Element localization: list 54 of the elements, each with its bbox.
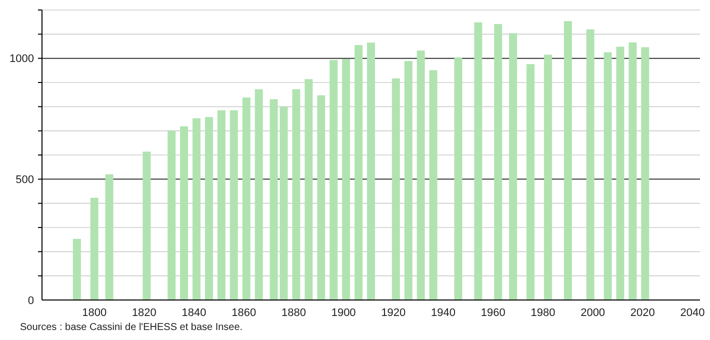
bar: [72, 238, 81, 300]
bar: [628, 42, 637, 300]
bar: [105, 174, 114, 300]
bar: [180, 126, 188, 300]
x-tick-label: 1800: [82, 307, 107, 319]
bar: [416, 50, 425, 300]
bar: [168, 130, 176, 300]
bar: [454, 57, 462, 300]
bar: [494, 24, 502, 300]
y-tick-label: 0: [28, 294, 34, 307]
bar: [586, 29, 594, 300]
bar: [564, 21, 572, 300]
x-tick-label: 1940: [431, 307, 456, 319]
bar: [404, 60, 412, 300]
bar: [429, 70, 438, 300]
x-tick-label: 2000: [580, 307, 606, 319]
x-tick-label: 2020: [630, 307, 655, 319]
bar: [544, 54, 552, 300]
bar: [254, 89, 263, 300]
bar: [205, 117, 213, 300]
bar: [230, 110, 238, 300]
x-tick-label: 1880: [281, 307, 306, 319]
x-tick-label: 1980: [530, 307, 556, 319]
x-tick-label: 2040: [680, 307, 705, 319]
bar: [342, 59, 350, 300]
bar: [509, 33, 518, 300]
bar: [641, 47, 650, 300]
bar: [392, 78, 400, 300]
x-tick-label: 1920: [381, 307, 406, 319]
x-tick-label: 1960: [480, 307, 506, 319]
x-tick-label: 1860: [232, 307, 256, 319]
bar: [217, 110, 226, 300]
bar: [526, 64, 535, 300]
bar: [90, 198, 98, 300]
bar: [330, 60, 338, 300]
bar: [474, 22, 482, 300]
bar: [317, 95, 326, 300]
source-note: Sources : base Cassini de l'EHESS et base Insee.: [20, 322, 243, 333]
bar: [242, 97, 250, 300]
x-tick-label: 1900: [331, 307, 356, 319]
bar: [354, 45, 363, 300]
bar: [292, 89, 300, 300]
bar: [616, 46, 624, 300]
bar: [304, 79, 313, 300]
x-tick-label: 1840: [182, 307, 206, 319]
x-tick-label: 1820: [132, 307, 156, 319]
y-tick-label: 1000: [10, 53, 34, 66]
bar: [604, 52, 612, 300]
bar: [192, 118, 201, 300]
y-tick-label: 500: [16, 174, 34, 186]
bar: [270, 99, 278, 300]
bar: [280, 106, 288, 300]
bar: [142, 152, 151, 300]
bar: [367, 42, 375, 300]
